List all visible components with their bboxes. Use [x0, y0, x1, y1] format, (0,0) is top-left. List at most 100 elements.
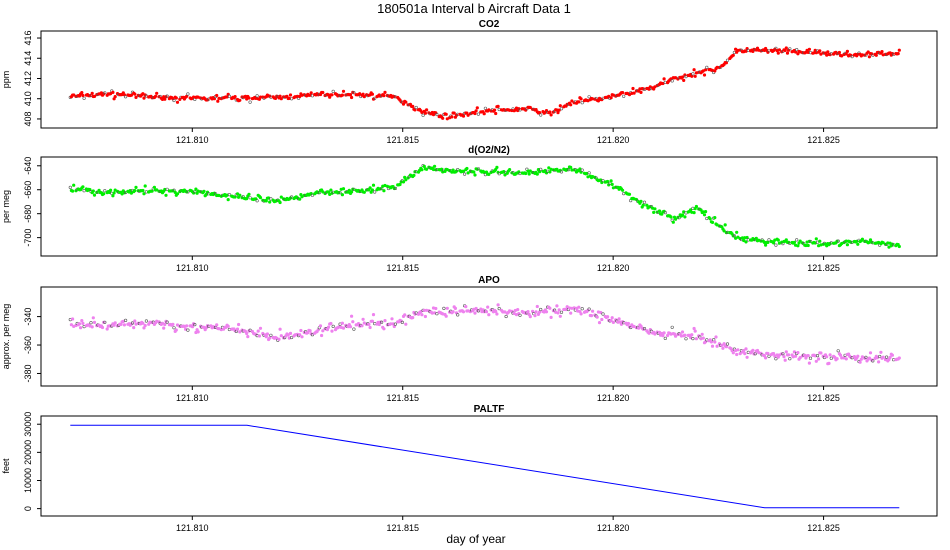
y-tick-label: 0	[23, 506, 33, 511]
data-point	[783, 358, 787, 362]
data-point	[172, 98, 176, 103]
data-point	[703, 210, 708, 214]
data-point	[237, 322, 241, 327]
data-point	[341, 326, 346, 330]
data-point	[738, 352, 742, 356]
data-point	[518, 313, 522, 317]
data-point	[723, 223, 727, 227]
data-point	[700, 332, 704, 336]
data-point	[155, 91, 159, 95]
data-point	[130, 321, 135, 325]
data-point	[788, 357, 792, 361]
data-point	[807, 47, 812, 51]
data-point	[473, 111, 477, 116]
data-point	[701, 336, 705, 340]
data-point	[868, 351, 873, 355]
data-point	[451, 310, 455, 314]
data-point	[340, 93, 345, 97]
x-tick-label: 121.815	[386, 393, 419, 403]
data-point	[186, 328, 190, 332]
data-point	[587, 307, 591, 311]
data-point	[670, 325, 674, 329]
data-point	[814, 237, 818, 241]
data-point	[670, 79, 674, 83]
data-point	[559, 170, 564, 174]
data-point	[642, 327, 647, 331]
data-point	[123, 95, 128, 99]
data-point	[579, 97, 583, 101]
data-point	[89, 321, 93, 325]
data-point	[860, 237, 865, 241]
data-point	[173, 190, 177, 194]
data-point	[90, 325, 94, 329]
data-point	[781, 352, 785, 356]
data-point	[818, 49, 822, 53]
data-point	[859, 357, 863, 361]
x-tick-label: 121.810	[176, 263, 209, 273]
data-point	[887, 245, 891, 249]
data-point	[539, 307, 543, 312]
data-point	[484, 310, 489, 314]
data-point	[154, 94, 158, 98]
data-point	[382, 327, 386, 331]
y-tick-label: -360	[23, 336, 33, 354]
data-point	[162, 326, 166, 330]
data-point	[771, 352, 776, 356]
data-point	[245, 197, 249, 201]
data-point	[358, 92, 362, 96]
data-point	[742, 349, 746, 353]
data-point	[871, 359, 875, 363]
data-point	[331, 324, 335, 329]
data-point	[435, 312, 439, 316]
data-point	[91, 316, 95, 320]
data-point	[414, 311, 418, 315]
data-point	[142, 192, 146, 196]
data-point	[80, 319, 84, 323]
panel-title: d(O2/N2)	[468, 145, 510, 156]
data-point	[828, 353, 832, 357]
data-point	[890, 353, 895, 357]
data-point	[570, 99, 574, 103]
figure-xlabel: day of year	[446, 532, 505, 546]
y-tick-label: -700	[23, 229, 33, 247]
data-point	[721, 346, 725, 350]
data-point	[216, 99, 220, 103]
data-point	[269, 197, 273, 201]
data-point	[622, 94, 626, 98]
data-point	[371, 313, 376, 317]
data-point	[504, 314, 508, 319]
data-point	[665, 333, 670, 338]
data-point	[207, 97, 211, 101]
data-point	[90, 91, 94, 95]
data-point	[724, 345, 729, 349]
data-point	[713, 216, 717, 220]
data-point	[662, 77, 666, 81]
data-point	[277, 337, 281, 341]
data-point	[508, 168, 512, 172]
data-point	[290, 335, 294, 340]
data-point	[442, 306, 446, 311]
data-point	[888, 355, 892, 360]
data-point	[143, 323, 147, 328]
data-point	[348, 325, 353, 329]
data-point	[673, 217, 678, 221]
figure-title: 180501a Interval b Aircraft Data 1	[377, 1, 571, 16]
data-point	[256, 329, 260, 333]
data-point	[330, 329, 334, 333]
data-point	[493, 108, 497, 112]
data-point	[373, 96, 377, 100]
data-point	[559, 107, 564, 111]
data-point	[826, 50, 830, 54]
data-point	[165, 320, 169, 324]
data-point	[425, 108, 429, 112]
data-point	[235, 327, 240, 331]
data-point	[639, 199, 643, 203]
data-point	[858, 360, 862, 364]
data-point	[382, 189, 386, 193]
data-point	[370, 188, 375, 192]
data-point	[123, 318, 128, 323]
data-point	[526, 310, 530, 314]
data-point	[411, 316, 415, 320]
y-tick-label: -660	[23, 181, 33, 199]
data-point	[70, 189, 75, 193]
